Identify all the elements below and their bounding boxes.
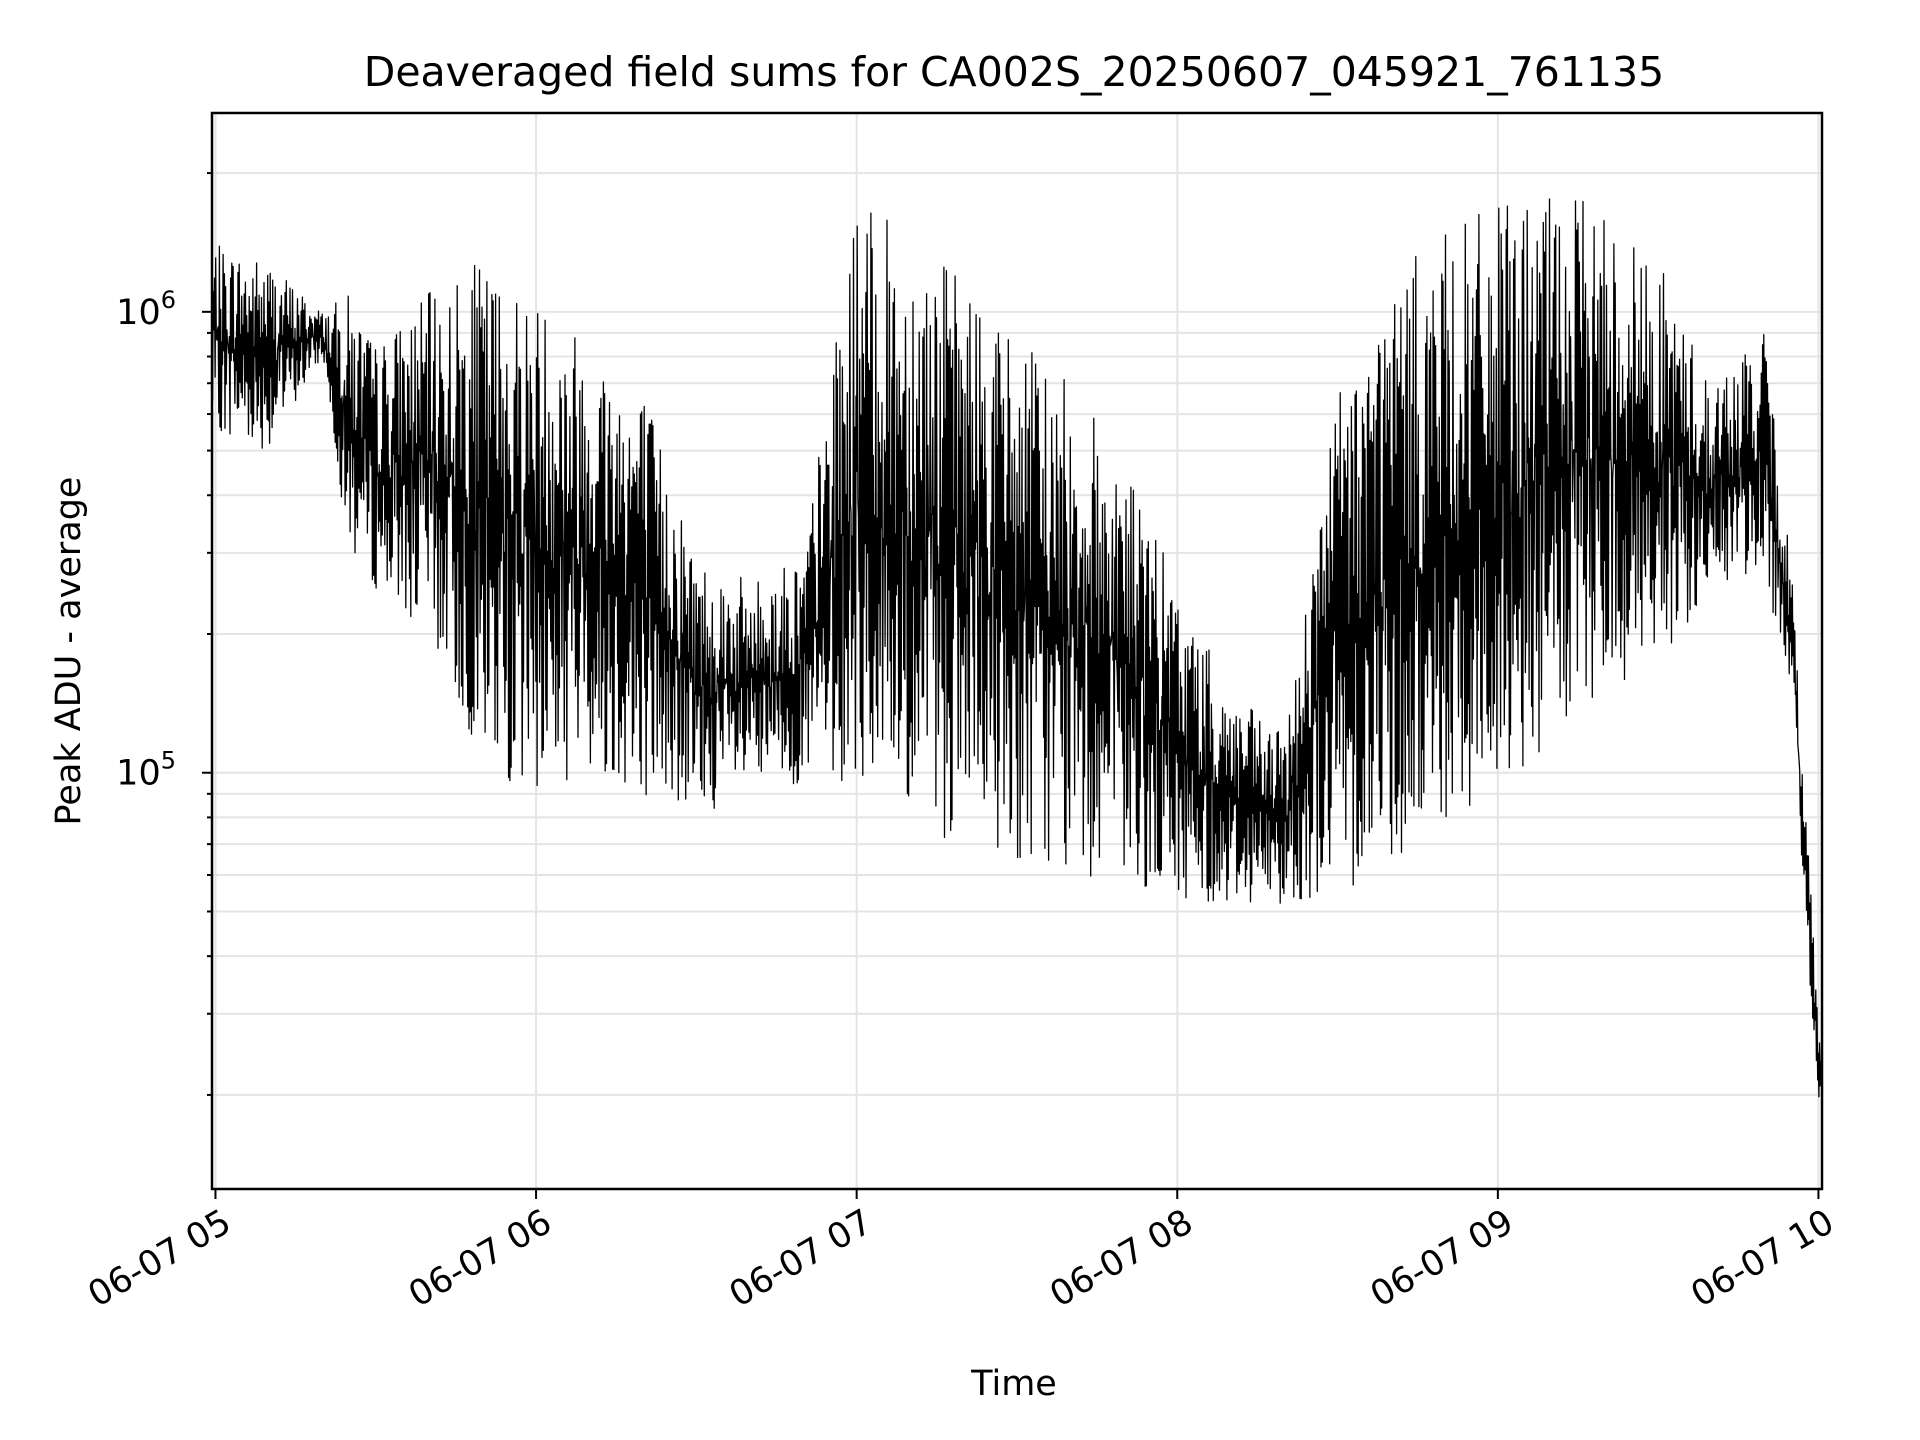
y-tick-label: 105: [116, 747, 176, 794]
y-axis: 105 106: [116, 172, 212, 1096]
plot-frame: [210, 111, 1824, 1191]
y-axis-label: Peak ADU - average: [49, 477, 89, 826]
series-line: [211, 198, 1823, 1098]
chart-title: Deaveraged field sums for CA002S_2025060…: [364, 48, 1664, 96]
x-axis-label: Time: [970, 1364, 1057, 1404]
y-tick-label: 106: [116, 286, 176, 333]
series-layer: [211, 198, 1823, 1098]
